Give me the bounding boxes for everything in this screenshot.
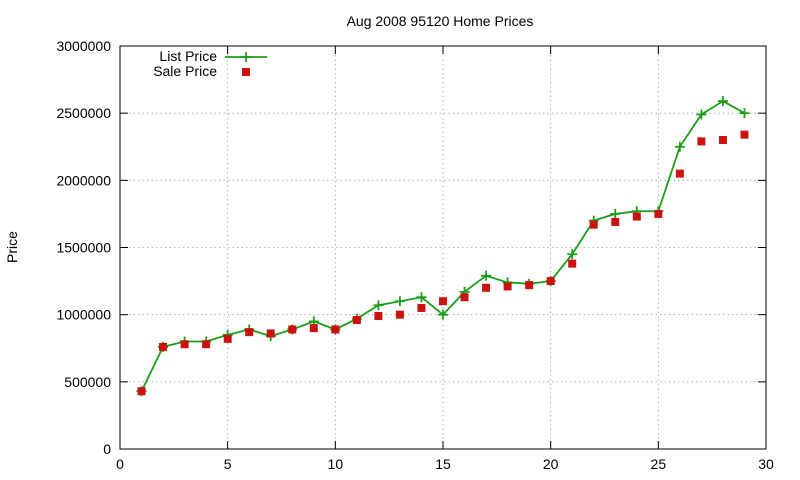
legend-square-marker (242, 68, 250, 76)
data-point-sale-price (503, 282, 512, 291)
data-point-sale-price (439, 297, 447, 306)
series-sale-price (137, 130, 749, 396)
y-tick-label: 0 (103, 441, 111, 457)
axis-ticks (120, 46, 766, 449)
data-point-list-price (674, 141, 685, 152)
y-axis-label: Price (4, 231, 20, 263)
data-point-sale-price (180, 340, 189, 349)
x-tick-labels: 0 5 10 15 20 25 30 (116, 456, 774, 472)
x-tick-label: 30 (758, 456, 774, 472)
x-tick-label: 20 (543, 456, 559, 472)
data-point-list-price (739, 108, 750, 119)
series (136, 96, 750, 397)
data-point-list-price (394, 296, 405, 307)
data-point-sale-price (352, 316, 361, 325)
data-point-sale-price (718, 136, 727, 145)
data-point-sale-price (460, 293, 469, 302)
data-point-sale-price (589, 220, 598, 229)
y-tick-label: 2500000 (56, 105, 111, 121)
data-point-list-price (567, 249, 578, 260)
legend-plus-marker (241, 52, 251, 62)
data-point-list-price (717, 96, 728, 107)
data-point-sale-price (525, 281, 534, 290)
data-point-list-price (416, 292, 427, 303)
data-point-sale-price (654, 209, 663, 218)
data-point-list-price (696, 109, 707, 120)
data-point-sale-price (740, 130, 749, 139)
legend-marker-list-price (241, 52, 251, 62)
data-point-sale-price (675, 169, 684, 178)
y-tick-label: 3000000 (56, 38, 111, 54)
data-point-sale-price (374, 312, 383, 321)
data-point-sale-price (546, 277, 555, 286)
legend-label-list-price: List Price (159, 48, 217, 64)
data-point-list-price (481, 270, 492, 281)
data-point-sale-price (417, 303, 426, 312)
chart-title: Aug 2008 95120 Home Prices (347, 13, 534, 29)
data-point-list-price (373, 300, 384, 311)
data-point-sale-price (331, 325, 340, 334)
data-point-sale-price (697, 137, 706, 146)
data-point-sale-price (482, 283, 491, 292)
y-tick-label: 1000000 (56, 307, 111, 323)
legend-label-sale-price: Sale Price (153, 63, 217, 79)
x-tick-label: 0 (116, 456, 124, 472)
data-point-sale-price (288, 325, 297, 334)
data-point-sale-price (395, 310, 404, 319)
data-point-sale-price (202, 340, 211, 349)
x-tick-label: 10 (328, 456, 344, 472)
legend-marker-sale-price (242, 68, 250, 76)
data-point-list-price (438, 309, 448, 320)
data-point-sale-price (137, 387, 146, 396)
y-tick-labels: 0 500000 1000000 1500000 2000000 2500000 30000… (56, 38, 111, 457)
legend: List Price Sale Price (153, 48, 267, 79)
data-point-sale-price (266, 329, 275, 338)
y-tick-label: 500000 (64, 374, 111, 390)
x-tick-label: 25 (651, 456, 667, 472)
plot-frame (119, 45, 767, 450)
data-point-list-price (610, 208, 621, 219)
data-point-sale-price (245, 328, 254, 337)
y-tick-label: 2000000 (56, 172, 111, 188)
data-point-sale-price (159, 342, 168, 351)
x-tick-label: 15 (435, 456, 451, 472)
grid-lines (120, 46, 766, 449)
data-point-sale-price (223, 334, 232, 343)
data-point-sale-price (632, 212, 641, 221)
data-point-sale-price (611, 217, 620, 226)
data-point-sale-price (309, 324, 318, 333)
x-tick-label: 5 (224, 456, 232, 472)
y-tick-label: 1500000 (56, 240, 111, 256)
data-point-sale-price (568, 259, 577, 268)
